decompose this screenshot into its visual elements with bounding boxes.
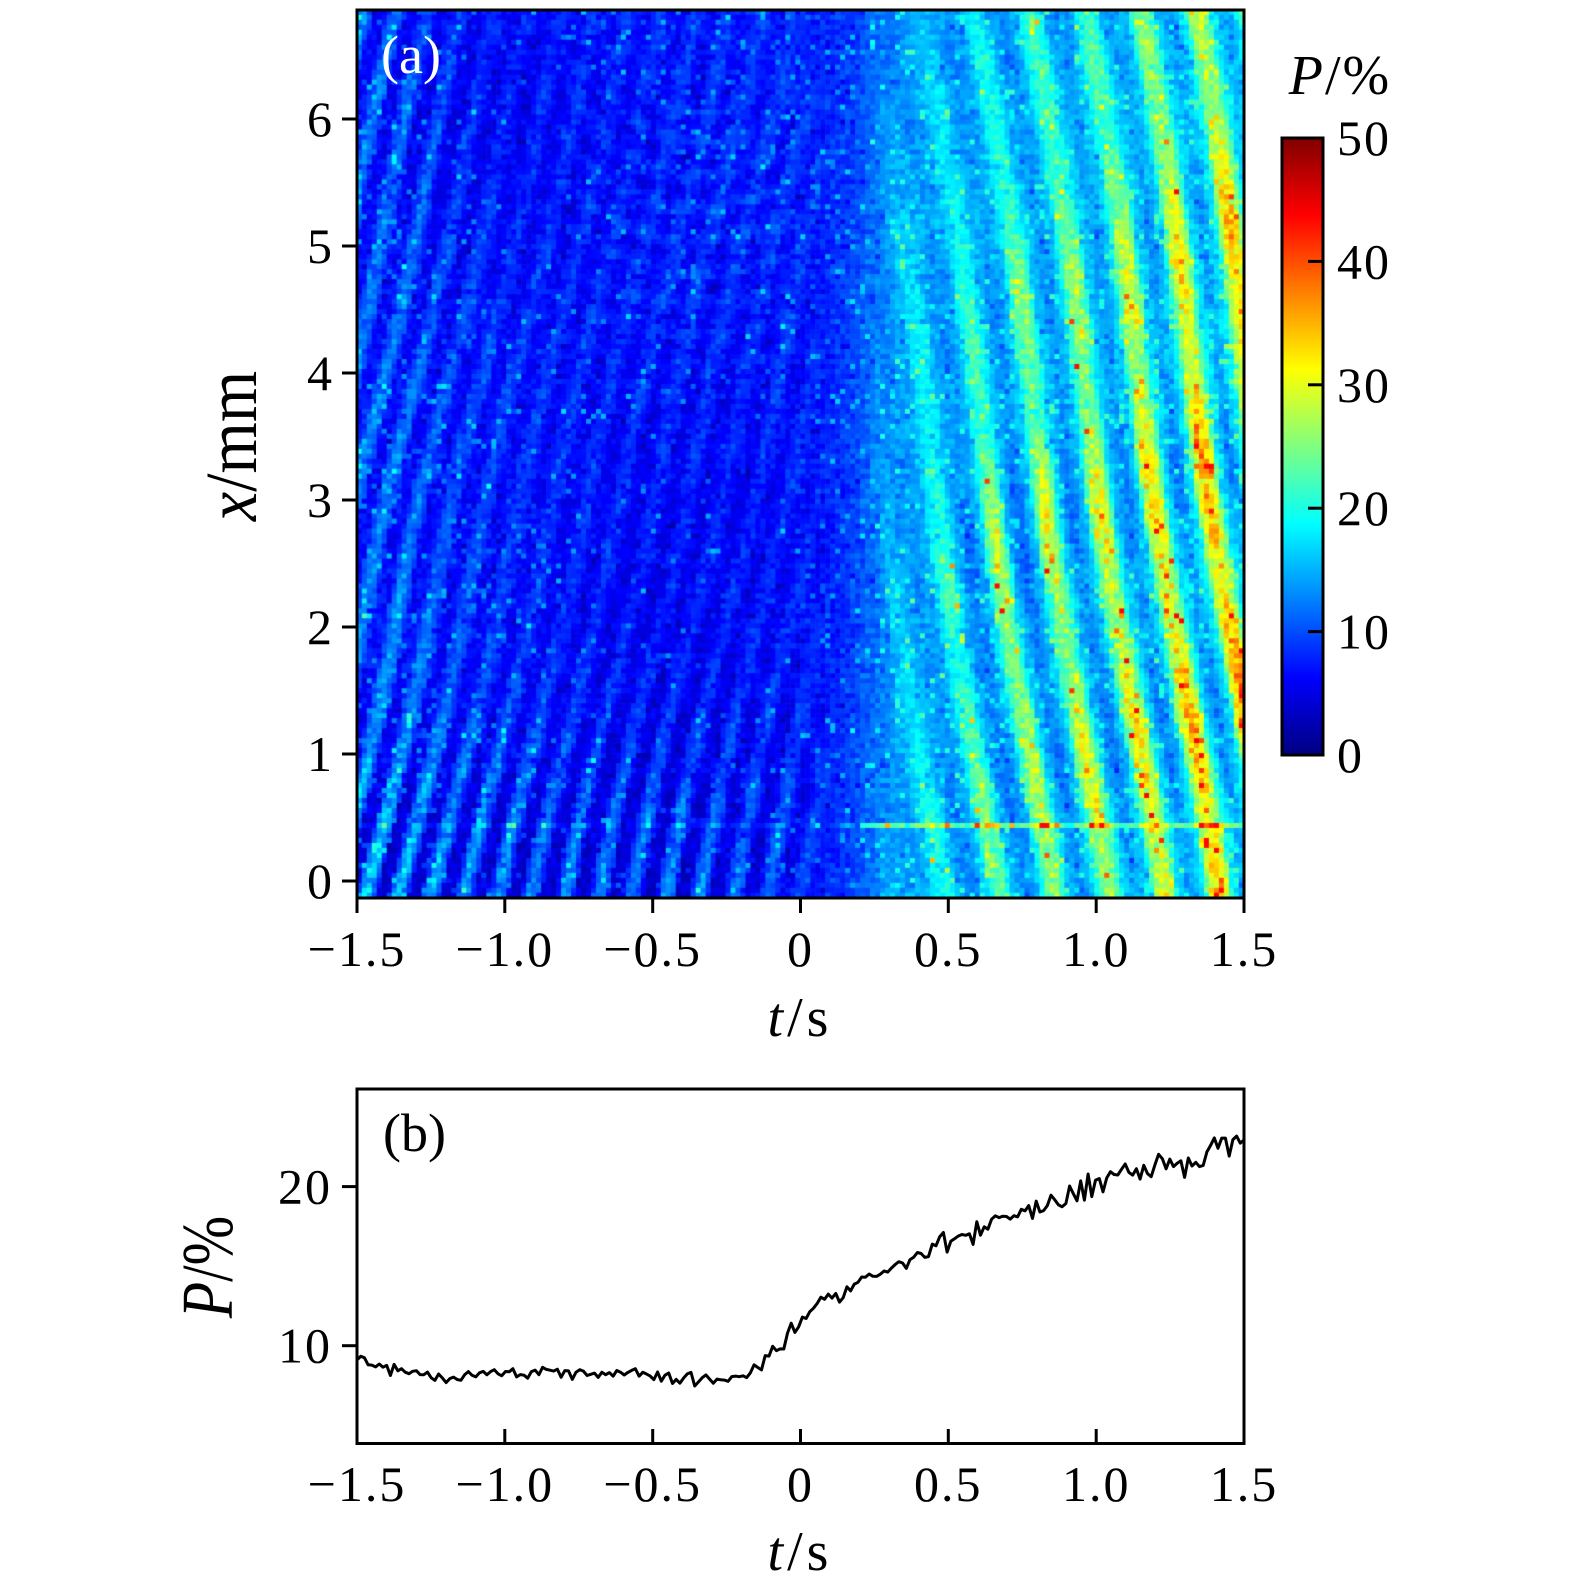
svg-text:6: 6 — [307, 91, 332, 147]
svg-text:0.5: 0.5 — [914, 921, 983, 977]
svg-text:4: 4 — [307, 345, 332, 401]
svg-text:20: 20 — [1337, 480, 1391, 536]
svg-text:1: 1 — [307, 726, 332, 782]
svg-text:0: 0 — [787, 1456, 814, 1512]
svg-text:1.5: 1.5 — [1210, 1456, 1279, 1512]
svg-text:−1.0: −1.0 — [455, 921, 554, 977]
svg-text:P/%: P/% — [1288, 45, 1391, 107]
svg-text:3: 3 — [307, 472, 332, 528]
svg-text:−1.5: −1.5 — [308, 921, 407, 977]
svg-text:0.5: 0.5 — [914, 1456, 983, 1512]
svg-text:20: 20 — [278, 1159, 332, 1215]
svg-text:2: 2 — [307, 599, 332, 655]
svg-text:50: 50 — [1337, 110, 1391, 166]
svg-text:0: 0 — [1337, 727, 1364, 783]
svg-text:1.5: 1.5 — [1210, 921, 1279, 977]
svg-text:1.0: 1.0 — [1062, 921, 1131, 977]
svg-text:t/s: t/s — [768, 1521, 833, 1583]
svg-text:30: 30 — [1337, 357, 1391, 413]
svg-text:t/s: t/s — [768, 987, 833, 1049]
svg-text:(b): (b) — [383, 1103, 446, 1163]
svg-text:0: 0 — [307, 853, 332, 909]
svg-text:P/%: P/% — [169, 1216, 249, 1319]
svg-text:5: 5 — [307, 218, 332, 274]
svg-text:10: 10 — [1337, 604, 1391, 660]
svg-text:40: 40 — [1337, 233, 1391, 289]
svg-text:−0.5: −0.5 — [603, 1456, 702, 1512]
svg-text:−0.5: −0.5 — [603, 921, 702, 977]
svg-text:−1.5: −1.5 — [308, 1456, 407, 1512]
svg-text:x/mm: x/mm — [192, 371, 273, 522]
svg-text:−1.0: −1.0 — [455, 1456, 554, 1512]
svg-text:(a): (a) — [381, 25, 441, 85]
svg-text:0: 0 — [787, 921, 814, 977]
svg-text:10: 10 — [278, 1318, 332, 1374]
svg-text:1.0: 1.0 — [1062, 1456, 1131, 1512]
